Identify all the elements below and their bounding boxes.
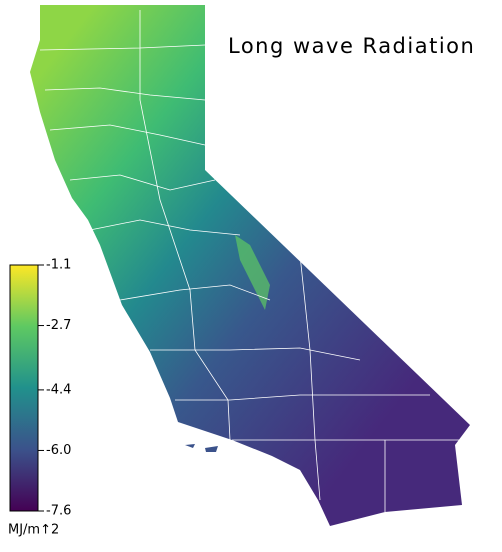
colorbar-label: MJ/m↑2 [8,523,59,538]
sierra-highlight [235,235,270,310]
colorbar-tick-label: -4.4 [46,382,71,397]
colorbar-tick-label: -7.6 [46,504,71,519]
island [185,444,218,452]
colorbar-tick-label: -1.1 [46,258,71,273]
county-lines [39,10,460,512]
colorbar: -1.1 -2.7 -4.4 -6.0 -7.6 [9,258,71,519]
colorbar-bar [9,264,39,512]
map-title: Long wave Radiation [228,34,475,58]
colorbar-tick-label: -2.7 [46,318,71,333]
colorbar-tick-label: -6.0 [46,443,71,458]
